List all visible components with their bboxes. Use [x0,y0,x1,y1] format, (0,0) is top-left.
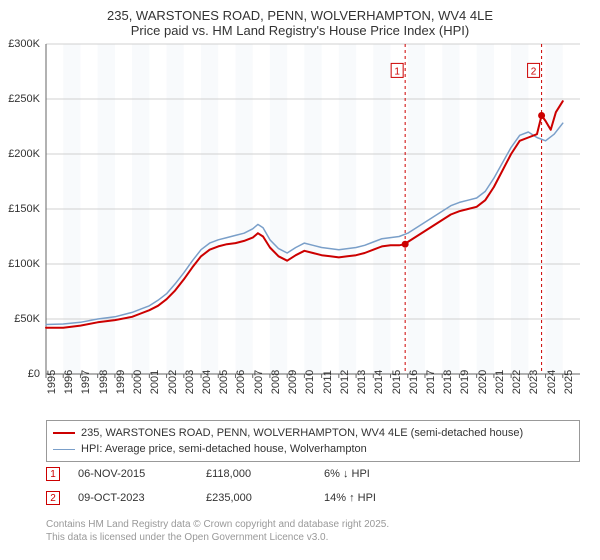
x-tick-label: 2024 [546,370,558,394]
x-tick-label: 2001 [149,370,161,394]
transaction-row: 2 09-OCT-2023 £235,000 14% ↑ HPI [46,486,580,510]
legend-row: HPI: Average price, semi-detached house,… [53,441,573,457]
x-tick-label: 1999 [115,370,127,394]
transaction-pct: 6% ↓ HPI [324,468,444,480]
footnote-line-1: Contains HM Land Registry data © Crown c… [46,518,580,531]
x-tick-label: 1995 [46,370,58,394]
transaction-row: 1 06-NOV-2015 £118,000 6% ↓ HPI [46,462,580,486]
y-tick-label: £250K [8,93,40,105]
x-tick-label: 2016 [408,370,420,394]
x-tick-label: 2008 [270,370,282,394]
y-tick-label: £0 [28,368,40,380]
x-tick-label: 2004 [201,370,213,394]
x-tick-label: 2012 [339,370,351,394]
x-tick-label: 2025 [563,370,575,394]
x-axis: 1995199619971998199920002001200220032004… [46,378,580,418]
legend: 235, WARSTONES ROAD, PENN, WOLVERHAMPTON… [46,420,580,462]
title-line-2: Price paid vs. HM Land Registry's House … [10,23,590,38]
plot-area: 12 [46,44,580,374]
x-tick-label: 2013 [356,370,368,394]
transaction-date: 09-OCT-2023 [78,492,188,504]
y-tick-label: £50K [14,313,40,325]
y-tick-label: £150K [8,203,40,215]
y-tick-label: £300K [8,38,40,50]
x-tick-label: 2006 [235,370,247,394]
transaction-pct: 14% ↑ HPI [324,492,444,504]
x-tick-label: 2009 [287,370,299,394]
x-tick-label: 2023 [528,370,540,394]
svg-text:2: 2 [531,66,537,77]
x-tick-label: 2021 [494,370,506,394]
x-tick-label: 2022 [511,370,523,394]
title-line-1: 235, WARSTONES ROAD, PENN, WOLVERHAMPTON… [10,8,590,23]
y-tick-label: £200K [8,148,40,160]
x-tick-label: 1997 [80,370,92,394]
y-axis: £0£50K£100K£150K£200K£250K£300K [0,44,44,374]
x-tick-label: 2005 [218,370,230,394]
transaction-marker: 2 [46,491,60,505]
x-tick-label: 2010 [304,370,316,394]
plot-svg: 12 [46,44,580,374]
x-tick-label: 1998 [98,370,110,394]
transaction-price: £118,000 [206,468,306,480]
x-tick-label: 2017 [425,370,437,394]
footnote: Contains HM Land Registry data © Crown c… [46,518,580,544]
x-tick-label: 2002 [167,370,179,394]
x-tick-label: 2003 [184,370,196,394]
legend-label: 235, WARSTONES ROAD, PENN, WOLVERHAMPTON… [81,427,523,439]
transactions-table: 1 06-NOV-2015 £118,000 6% ↓ HPI 2 09-OCT-2023… [46,462,580,510]
x-tick-label: 2020 [477,370,489,394]
x-tick-label: 1996 [63,370,75,394]
legend-label: HPI: Average price, semi-detached house,… [81,443,367,455]
transaction-marker: 1 [46,467,60,481]
x-tick-label: 2011 [322,370,334,394]
x-tick-label: 2019 [459,370,471,394]
svg-text:1: 1 [394,66,400,77]
transaction-price: £235,000 [206,492,306,504]
legend-swatch [53,432,75,434]
x-tick-label: 2018 [442,370,454,394]
x-tick-label: 2007 [253,370,265,394]
x-tick-label: 2000 [132,370,144,394]
chart-container: 235, WARSTONES ROAD, PENN, WOLVERHAMPTON… [0,0,600,560]
legend-swatch [53,449,75,450]
x-tick-label: 2014 [373,370,385,394]
x-tick-label: 2015 [391,370,403,394]
y-tick-label: £100K [8,258,40,270]
footnote-line-2: This data is licensed under the Open Gov… [46,531,580,544]
chart-title: 235, WARSTONES ROAD, PENN, WOLVERHAMPTON… [0,0,600,40]
legend-row: 235, WARSTONES ROAD, PENN, WOLVERHAMPTON… [53,425,573,441]
transaction-date: 06-NOV-2015 [78,468,188,480]
